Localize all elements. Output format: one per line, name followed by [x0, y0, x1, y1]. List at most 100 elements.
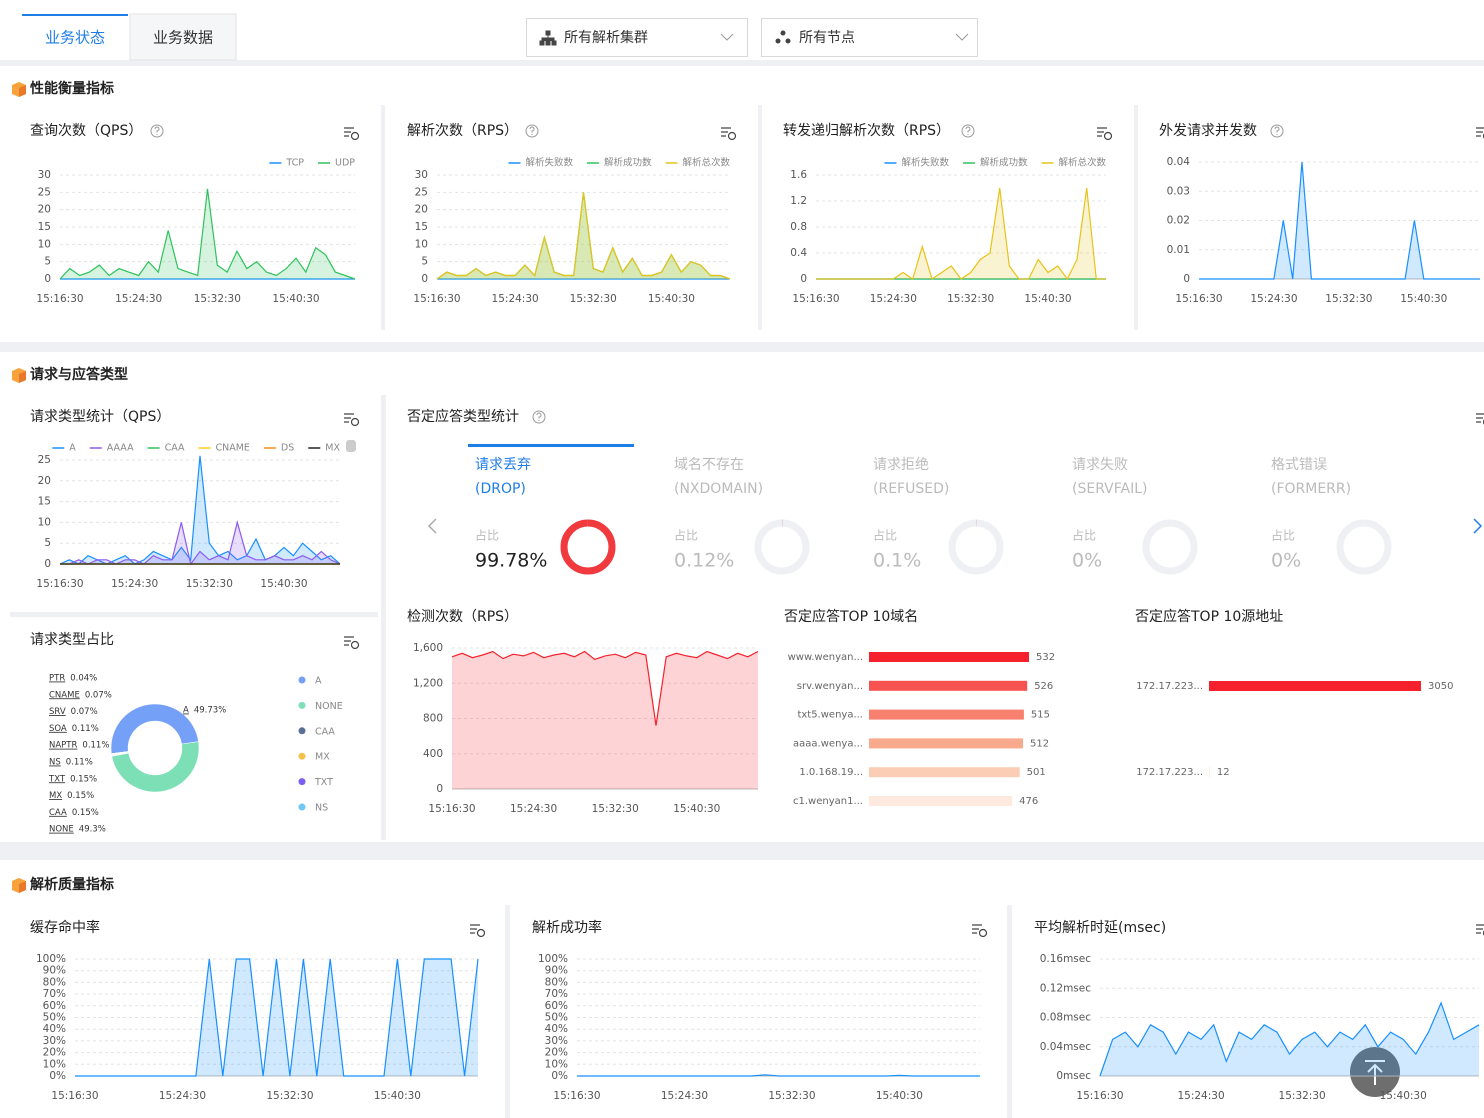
- y-tick-label: 50%: [43, 1012, 66, 1024]
- line: [59, 188, 356, 280]
- legend-label: CNAME: [215, 443, 249, 454]
- y-tick-label: 10: [415, 238, 428, 250]
- y-tick-label: 20: [38, 204, 51, 216]
- bar-label: aaaa.wenya...: [793, 738, 863, 749]
- item-name[interactable]: 请求失败: [1072, 457, 1128, 473]
- tab[interactable]: 业务状态: [22, 14, 128, 60]
- x-tick-label: 15:32:30: [947, 293, 994, 305]
- legend-label: CAA: [315, 726, 335, 737]
- panel-title: 解析成功率: [532, 919, 602, 936]
- bar: [869, 680, 1028, 691]
- help-icon: [150, 124, 164, 138]
- y-tick-label: 1,600: [413, 642, 443, 654]
- dropdown[interactable]: 所有解析集群: [526, 18, 748, 57]
- line: [1199, 161, 1480, 280]
- back-to-top[interactable]: [1350, 1047, 1400, 1097]
- y-tick-label: 15: [38, 221, 51, 233]
- item-name[interactable]: 请求丢弃: [475, 457, 531, 473]
- y-tick-label: 80%: [43, 976, 66, 988]
- pie-value-label: 49.73%: [194, 706, 226, 716]
- section-header: 解析质量指标: [12, 876, 114, 893]
- next-arrow[interactable]: [1473, 518, 1483, 534]
- y-tick-label: 400: [423, 748, 443, 760]
- section-bg: [0, 352, 1484, 842]
- panel-title: 请求类型占比: [30, 632, 114, 648]
- pie-label: NONE: [49, 825, 74, 835]
- pie-label: CNAME: [49, 690, 80, 700]
- value-label: 476: [1019, 796, 1038, 807]
- legend-label: NONE: [315, 701, 343, 712]
- menu-icon: [344, 127, 354, 137]
- dropdown-label[interactable]: 所有解析集群: [564, 29, 648, 46]
- ratio-value: 0.12%: [674, 550, 734, 572]
- menu-icon: [721, 127, 731, 137]
- legend-swatch: [298, 752, 306, 760]
- legend-label: 解析失败数: [901, 157, 949, 169]
- line: [75, 958, 479, 1077]
- x-tick-label: 15:40:30: [374, 1090, 421, 1102]
- ratio-label: 占比: [1271, 528, 1295, 543]
- y-tick-label: 5: [44, 256, 51, 268]
- pie-label: CAA: [49, 808, 67, 818]
- pie-label: TXT: [48, 774, 66, 784]
- active-underline: [468, 444, 634, 447]
- pie-label: PTR: [49, 674, 65, 684]
- panel-title: 否定应答类型统计: [407, 408, 519, 425]
- item-code: (FORMERR): [1271, 481, 1351, 497]
- legend-label: UDP: [335, 158, 355, 169]
- panel-title: 缓存命中率: [30, 919, 100, 936]
- ratio-label: 占比: [873, 528, 897, 543]
- x-tick-label: 15:16:30: [36, 293, 83, 305]
- help-icon: [965, 126, 971, 135]
- prev-arrow[interactable]: [427, 518, 437, 534]
- item-name[interactable]: 请求拒绝: [873, 457, 929, 473]
- legend-label: 解析总次数: [1058, 157, 1106, 169]
- x-tick-label: 15:32:30: [266, 1090, 313, 1102]
- dropdown[interactable]: 所有节点: [761, 18, 978, 57]
- help-icon: [961, 124, 975, 138]
- y-tick-label: 0.02: [1167, 215, 1190, 227]
- item-name[interactable]: 格式错误: [1271, 457, 1327, 473]
- y-tick-label: 15: [415, 221, 428, 233]
- y-tick-label: 60%: [545, 1000, 568, 1012]
- pie-slice: [111, 741, 200, 793]
- x-tick-label: 15:32:30: [592, 803, 639, 815]
- x-tick-label: 15:32:30: [768, 1090, 815, 1102]
- pie-value-label: 49.3%: [79, 825, 106, 835]
- item-name[interactable]: 域名不存在: [674, 457, 744, 473]
- x-tick-label: 15:24:30: [870, 293, 917, 305]
- x-tick-label: 15:40:30: [1380, 1090, 1427, 1102]
- panel-title: 请求类型统计（QPS）: [30, 409, 170, 425]
- pie-slice: [111, 751, 129, 755]
- y-tick-label: 0: [44, 558, 51, 570]
- y-tick-label: 0msec: [1056, 1070, 1091, 1082]
- tab-label[interactable]: 业务状态: [45, 29, 105, 47]
- y-tick-label: 10%: [545, 1058, 568, 1070]
- area: [437, 192, 730, 279]
- y-tick-label: 90%: [545, 965, 568, 977]
- tab-label[interactable]: 业务数据: [153, 29, 213, 47]
- y-tick-label: 30: [38, 169, 51, 181]
- panel-title: 转发递归解析次数（RPS）: [783, 122, 950, 139]
- y-tick-label: 20: [38, 475, 51, 487]
- dropdown-label[interactable]: 所有节点: [799, 30, 855, 46]
- x-tick-label: 15:16:30: [413, 293, 460, 305]
- legend-swatch: [298, 676, 306, 684]
- help-icon: [1274, 126, 1280, 135]
- ring-track: [1336, 519, 1392, 575]
- tab[interactable]: 业务数据: [129, 13, 237, 61]
- y-tick-label: 0: [800, 273, 807, 285]
- menu-icon: [476, 928, 486, 938]
- bar: [869, 738, 1023, 749]
- section-bg: [0, 860, 1484, 1118]
- legend-label: DS: [281, 443, 294, 454]
- y-tick-label: 25: [38, 186, 51, 198]
- ring: [560, 519, 616, 575]
- area: [60, 188, 355, 279]
- ring: [754, 519, 810, 575]
- x-tick-label: 15:16:30: [792, 293, 839, 305]
- y-tick-label: 1.2: [790, 195, 807, 207]
- y-tick-label: 100%: [36, 953, 66, 965]
- ratio-value: 0%: [1271, 550, 1301, 572]
- y-tick-label: 5: [421, 256, 428, 268]
